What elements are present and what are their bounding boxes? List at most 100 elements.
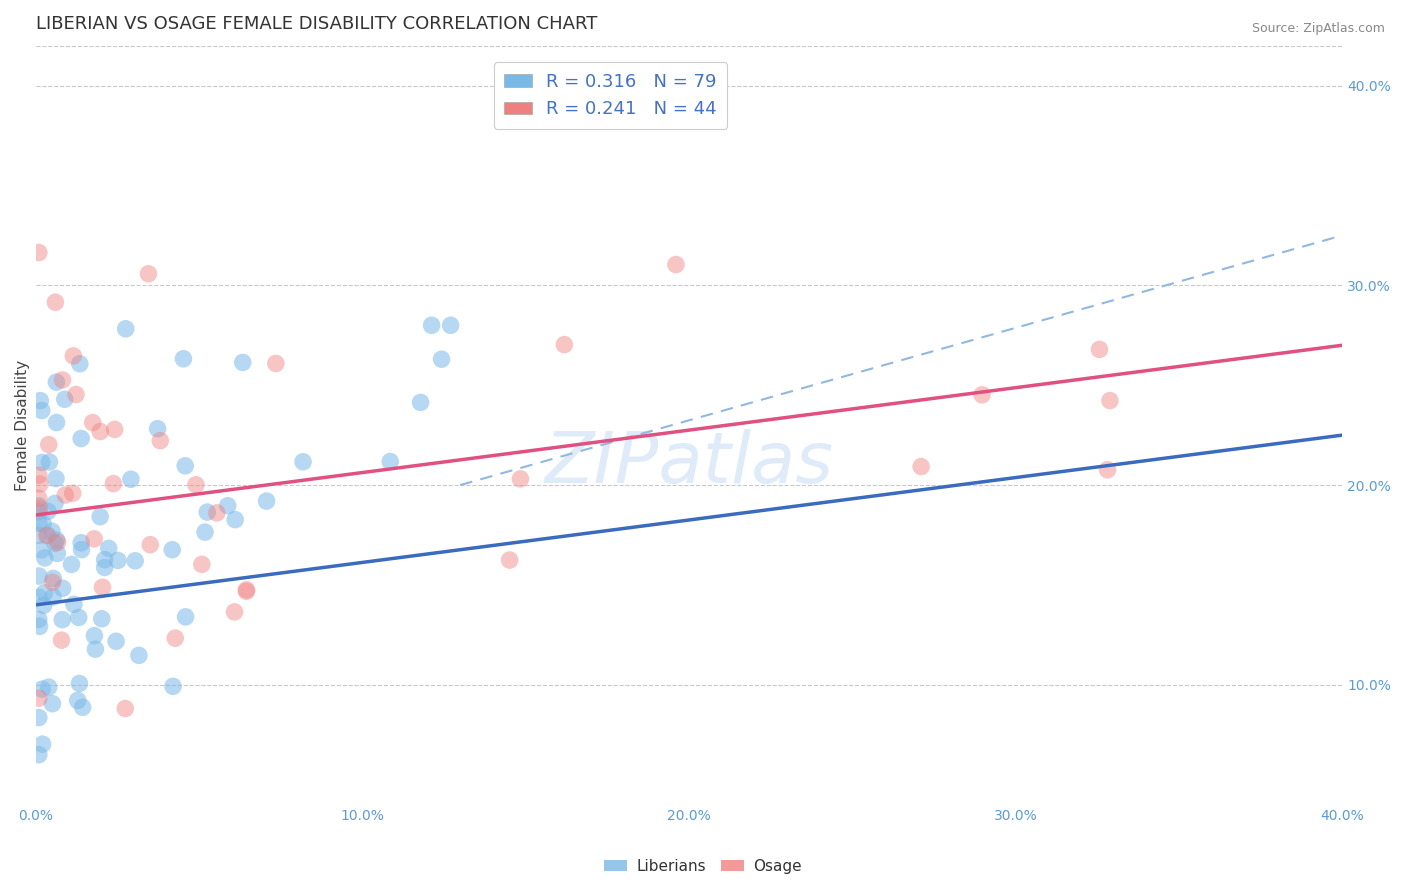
Point (37, 504, 59, 518)
Point (139, 538, 162, 552)
Point (107, 553, 129, 567)
Point (42, 590, 65, 604)
Point (191, 558, 214, 572)
Point (45, 375, 67, 389)
Point (103, 476, 125, 491)
Point (138, 267, 160, 281)
Point (498, 553, 520, 567)
Point (440, 318, 463, 333)
Point (553, 337, 575, 351)
Text: ZIPatlas: ZIPatlas (544, 428, 834, 498)
Point (224, 605, 246, 619)
Point (31, 455, 53, 469)
Point (70, 535, 93, 549)
Point (149, 434, 172, 448)
Y-axis label: Female Disability: Female Disability (15, 359, 30, 491)
Point (28, 747, 51, 762)
Point (1098, 393, 1121, 408)
Point (120, 472, 142, 486)
Point (195, 505, 218, 519)
Point (62, 486, 84, 500)
Point (235, 582, 257, 597)
Point (46, 535, 69, 549)
Point (53, 488, 76, 502)
Point (28, 612, 51, 626)
Point (420, 318, 443, 333)
Point (910, 459, 932, 474)
Point (52, 582, 75, 596)
Point (70, 432, 93, 446)
Point (124, 554, 146, 568)
Point (264, 356, 287, 370)
Point (89, 425, 111, 439)
Point (172, 351, 194, 366)
Point (28, 516, 51, 531)
Point (72, 700, 94, 714)
Legend: R = 0.316   N = 79, R = 0.241   N = 44: R = 0.316 N = 79, R = 0.241 N = 44 (494, 62, 727, 129)
Point (35, 528, 58, 542)
Point (28, 691, 51, 706)
Point (217, 499, 239, 513)
Point (82, 416, 104, 430)
Point (45, 416, 67, 430)
Legend: Liberians, Osage: Liberians, Osage (598, 853, 808, 880)
Point (256, 494, 278, 508)
Point (90, 612, 112, 626)
Point (45, 471, 67, 485)
Point (128, 648, 150, 663)
Point (28, 491, 51, 506)
Point (93, 552, 115, 566)
Point (91, 580, 114, 594)
Point (45, 533, 67, 547)
Point (28, 501, 51, 516)
Point (1088, 343, 1111, 357)
Point (63, 597, 86, 611)
Point (162, 679, 184, 693)
Point (30, 393, 52, 408)
Point (38, 437, 60, 451)
Point (31, 403, 53, 417)
Point (28, 468, 51, 483)
Point (194, 525, 217, 540)
Point (34, 585, 56, 599)
Point (38, 455, 60, 469)
Point (430, 352, 453, 367)
Point (44, 496, 66, 510)
Point (105, 634, 128, 648)
Point (232, 355, 254, 369)
Point (44, 295, 66, 310)
Point (31, 542, 53, 557)
Point (380, 454, 402, 468)
Point (665, 258, 688, 272)
Point (42, 572, 65, 586)
Point (509, 472, 531, 486)
Point (41, 697, 63, 711)
Point (97, 541, 120, 556)
Point (53, 392, 76, 407)
Point (28, 245, 51, 260)
Point (28, 591, 51, 605)
Point (84, 642, 107, 657)
Point (174, 610, 197, 624)
Point (67, 676, 90, 690)
Point (28, 505, 51, 519)
Point (65, 387, 87, 401)
Point (28, 499, 51, 513)
Point (70, 542, 93, 557)
Point (51, 613, 73, 627)
Point (93, 560, 115, 574)
Point (31, 682, 53, 697)
Point (1097, 463, 1119, 477)
Point (224, 513, 246, 527)
Point (409, 395, 432, 409)
Point (34, 550, 56, 565)
Point (41, 575, 63, 590)
Point (28, 477, 51, 491)
Point (292, 455, 315, 469)
Point (41, 524, 63, 539)
Point (205, 506, 228, 520)
Point (28, 619, 51, 633)
Point (44, 536, 66, 550)
Point (104, 422, 127, 436)
Point (60, 558, 83, 572)
